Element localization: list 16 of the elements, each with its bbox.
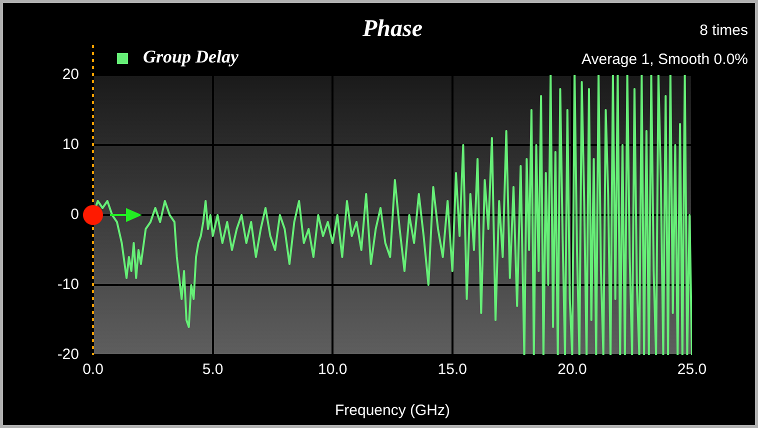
x-tick-label: 20.0 bbox=[558, 361, 587, 378]
y-tick-label: -20 bbox=[57, 346, 79, 364]
text: 8 times bbox=[700, 22, 748, 40]
x-tick-label: 15.0 bbox=[438, 361, 467, 378]
chart-title: Phase bbox=[362, 16, 423, 42]
x-tick-label: 0.0 bbox=[82, 361, 104, 378]
x-tick-label: 25.0 bbox=[677, 361, 707, 378]
x-tick-label: 10.0 bbox=[318, 361, 348, 378]
x-tick-label: 5.0 bbox=[202, 361, 224, 378]
y-tick-label: 10 bbox=[62, 136, 79, 154]
y-tick-label: 20 bbox=[62, 66, 79, 84]
y-tick-label: -10 bbox=[57, 276, 79, 294]
legend-label: Group Delay bbox=[143, 46, 240, 67]
y-tick-label: 0 bbox=[70, 206, 79, 224]
x-axis-title: Frequency (GHz) bbox=[334, 402, 450, 420]
text: Average 1, Smooth 0.0% bbox=[582, 51, 748, 68]
